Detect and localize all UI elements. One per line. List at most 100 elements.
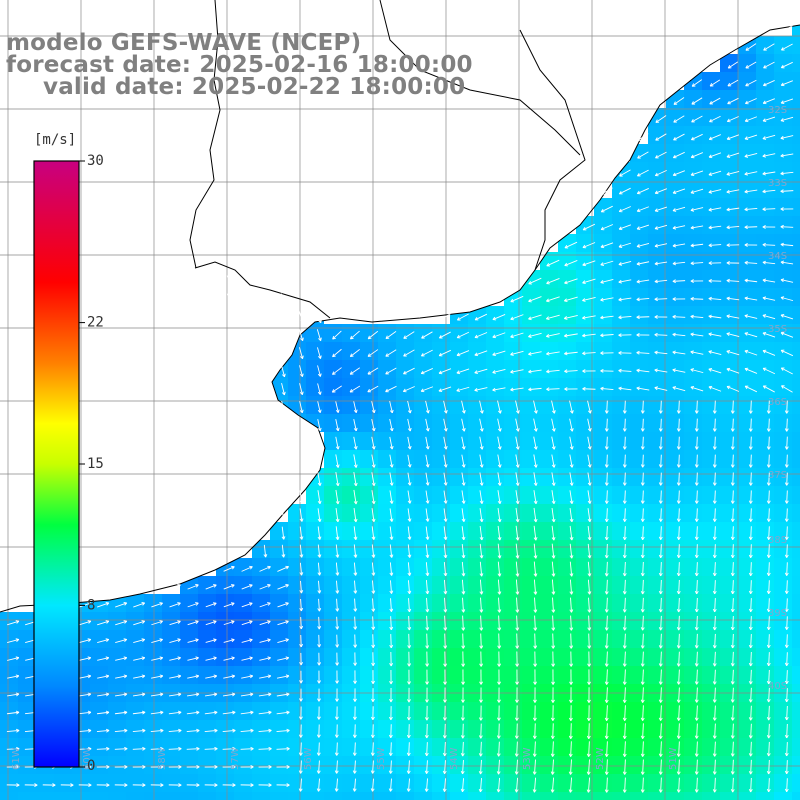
wind-arrow (637, 169, 649, 177)
wind-cell (648, 324, 666, 342)
wind-arrow (726, 152, 740, 158)
wind-cell (252, 792, 270, 800)
wind-arrow (479, 561, 484, 577)
wind-cell (180, 648, 198, 666)
wind-cell (180, 756, 198, 774)
wind-arrow (389, 436, 394, 450)
wind-arrow (528, 277, 542, 285)
wind-cell (774, 90, 792, 108)
wind-arrow (730, 544, 735, 559)
wind-cell (360, 342, 378, 360)
wind-arrow (587, 436, 592, 450)
wind-arrow (690, 261, 704, 266)
wind-arrow (676, 472, 681, 486)
wind-cell (414, 612, 432, 630)
wind-arrow (730, 705, 735, 721)
wind-arrow (690, 207, 704, 212)
wind-arrow (204, 710, 218, 715)
wind-arrow (637, 133, 649, 141)
wind-cell (738, 558, 756, 576)
wind-arrow (79, 620, 92, 626)
wind-arrow (186, 783, 200, 788)
wind-arrow (780, 189, 794, 194)
wind-arrow (187, 656, 199, 661)
wind-arrow (780, 224, 794, 229)
wind-cell (414, 720, 432, 738)
wind-cell (450, 342, 468, 360)
wind-cell (576, 738, 594, 756)
wind-cell (576, 360, 594, 378)
wind-cell (648, 414, 666, 432)
wind-arrow (169, 674, 182, 679)
wind-arrow (334, 724, 339, 738)
wind-arrow (528, 296, 542, 303)
wind-cell (774, 720, 792, 738)
wind-arrow (658, 705, 663, 721)
wind-cell (162, 630, 180, 648)
wind-arrow (694, 705, 699, 721)
wind-cell (594, 720, 612, 738)
wind-arrow (317, 365, 322, 377)
wind-arrow (353, 436, 358, 450)
wind-cell (486, 702, 504, 720)
wind-arrow (335, 436, 340, 450)
wind-cell (342, 558, 360, 576)
wind-cell (684, 468, 702, 486)
wind-arrow (132, 728, 146, 733)
wind-arrow (349, 349, 360, 358)
wind-arrow (114, 783, 128, 788)
wind-cell (180, 720, 198, 738)
wind-cell (108, 666, 126, 684)
wind-cell (126, 702, 144, 720)
wind-cell (558, 612, 576, 630)
wind-arrow (479, 400, 484, 414)
wind-arrow (528, 387, 542, 392)
wind-cell (756, 504, 774, 522)
wind-arrow (564, 241, 578, 249)
wind-arrow (762, 189, 776, 194)
wind-arrow (258, 765, 272, 769)
wind-cell (738, 216, 756, 234)
wind-cell (792, 234, 800, 252)
wind-cell (720, 162, 738, 180)
wind-cell (144, 738, 162, 756)
wind-arrow (587, 525, 592, 541)
wind-arrow (335, 489, 340, 505)
wind-cell (396, 594, 414, 612)
wind-arrow (205, 674, 218, 679)
wind-cell (630, 774, 648, 792)
wind-arrow (658, 436, 663, 450)
wind-arrow (690, 188, 704, 194)
wind-cell (684, 432, 702, 450)
wind-cell (234, 666, 252, 684)
wind-cell (720, 774, 738, 792)
wind-arrow (168, 728, 182, 733)
wind-cell (306, 648, 324, 666)
wind-cell (558, 324, 576, 342)
wind-arrow (546, 296, 560, 303)
wind-cell (378, 360, 396, 378)
wind-cell (756, 720, 774, 738)
wind-cell (684, 702, 702, 720)
wind-cell (666, 108, 684, 126)
wind-arrow (654, 243, 668, 248)
wind-arrow (497, 597, 502, 613)
wind-arrow (655, 115, 667, 123)
wind-arrow (258, 728, 272, 733)
wind-cell (90, 774, 108, 792)
wind-cell (324, 360, 342, 378)
wind-arrow (546, 314, 560, 321)
wind-arrow (784, 778, 789, 793)
wind-arrow (766, 652, 771, 667)
wind-arrow (150, 765, 164, 769)
wind-arrow (766, 418, 771, 432)
wind-cell (450, 468, 468, 486)
wind-cell (288, 702, 306, 720)
wind-cell (648, 216, 666, 234)
wind-arrow (587, 508, 592, 523)
wind-cell (630, 162, 648, 180)
wind-cell (702, 558, 720, 576)
wind-cell (324, 576, 342, 594)
wind-arrow (708, 134, 721, 141)
wind-cell (288, 612, 306, 630)
